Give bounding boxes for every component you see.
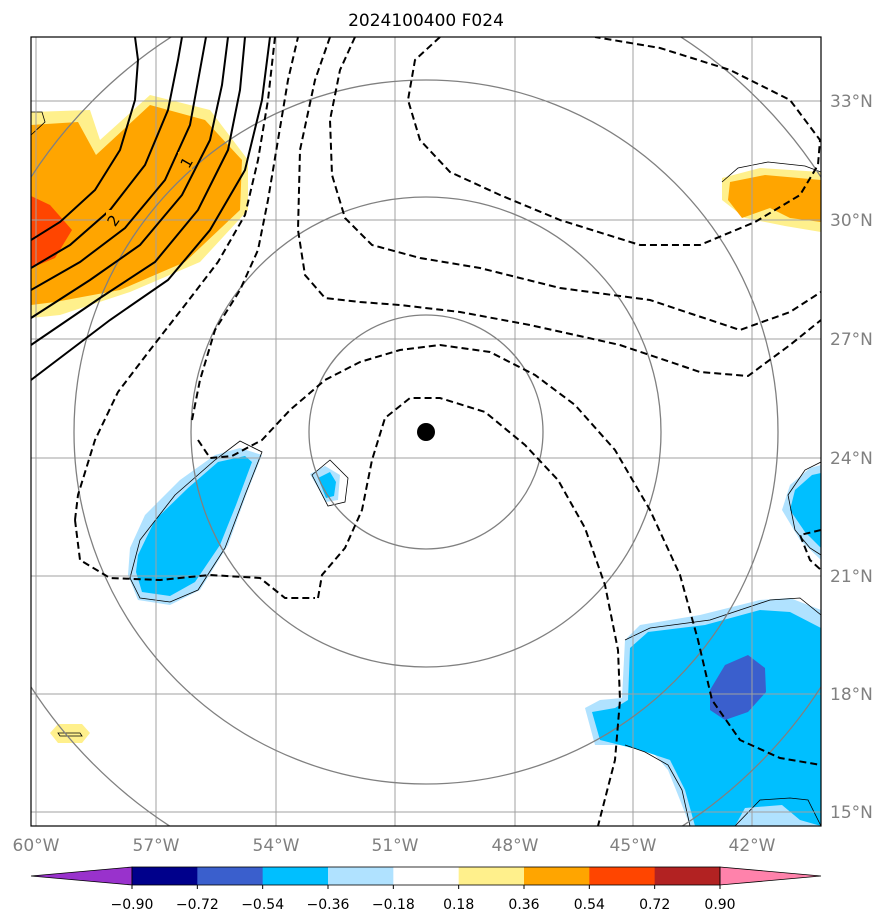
dashed-contour-5 <box>296 37 821 378</box>
colorbar-segment <box>654 867 721 885</box>
thin-contours <box>31 111 821 826</box>
fill-cyan-small <box>318 472 336 498</box>
thin-contour-e <box>787 461 821 556</box>
colorbar-tick-label: −0.36 <box>307 897 350 913</box>
lat-label-24n: 24°N <box>830 449 873 469</box>
lat-label-15n: 15°N <box>830 803 873 823</box>
colorbar-tick-label: −0.54 <box>241 897 284 913</box>
solid-contour-5 <box>31 37 246 346</box>
colorbar-tick-label: −0.72 <box>176 897 219 913</box>
lon-label-51w: 51°W <box>372 836 419 856</box>
dashed-contour-4 <box>191 37 299 421</box>
colorbar-segment <box>132 867 198 885</box>
lat-label-30n: 30°N <box>830 211 873 231</box>
storm-center-marker <box>417 423 435 441</box>
lon-label-48w: 48°W <box>492 836 539 856</box>
thin-contour-small <box>311 459 349 507</box>
solid-contours <box>31 37 271 381</box>
solid-contour-4 <box>31 37 229 319</box>
colorbar-tick-label: −0.90 <box>111 897 154 913</box>
lon-axis-labels: 60°W 57°W 54°W 51°W 48°W 45°W 42°W <box>13 836 776 856</box>
fill-cyan-se <box>592 610 821 826</box>
range-circle-2 <box>190 196 662 668</box>
lat-label-27n: 27°N <box>830 330 873 350</box>
colorbar-segment <box>589 867 656 885</box>
dashed-contour-3b <box>74 519 315 599</box>
dashed-contour-7 <box>406 37 821 246</box>
colorbar: −0.90 −0.72 −0.54 −0.36 −0.18 0.18 0.36 0.54 0.7… <box>30 866 822 913</box>
colorbar-extend-max <box>719 866 822 886</box>
dashed-contour-3 <box>74 37 276 521</box>
lat-label-21n: 21°N <box>830 567 873 587</box>
colorbar-tick-label: 0.18 <box>443 897 474 913</box>
map-frame <box>30 36 822 827</box>
thin-contour-small-sw <box>57 732 83 737</box>
dashed-contours <box>74 37 821 826</box>
lat-label-18n: 18°N <box>830 685 873 705</box>
fill-cyan-e <box>790 473 821 548</box>
contour-label-group: 1 2 <box>104 152 197 230</box>
colorbar-tick-label: 0.90 <box>704 897 735 913</box>
plot-title: 2024100400 F024 <box>348 11 504 31</box>
map-area: 1 2 <box>31 37 821 826</box>
lat-label-33n: 33°N <box>830 92 873 112</box>
colorbar-segment <box>197 867 264 885</box>
thin-contour-w <box>129 440 263 603</box>
lon-label-60w: 60°W <box>13 836 60 856</box>
fill-red-nw <box>31 196 72 268</box>
colorbar-segment <box>262 867 329 885</box>
thin-contour-ne <box>721 161 821 183</box>
colorbar-tick-label: 0.72 <box>639 897 670 913</box>
fill-orange-ne <box>728 175 821 222</box>
colorbar-tick-label: −0.18 <box>372 897 415 913</box>
colorbar-frame <box>131 866 721 886</box>
lat-axis-labels: 33°N 30°N 27°N 24°N 21°N 18°N 15°N <box>830 92 873 823</box>
lon-label-42w: 42°W <box>729 836 776 856</box>
solid-contour-1 <box>31 37 140 241</box>
colorbar-extend-min <box>30 866 133 886</box>
fill-cyan-w <box>136 456 252 596</box>
range-circle-3 <box>73 79 779 785</box>
solid-contour-2 <box>31 37 183 269</box>
fill-light-yellow-small <box>50 724 90 743</box>
lon-label-54w: 54°W <box>253 836 300 856</box>
range-circle-1 <box>308 314 544 550</box>
solid-contour-6 <box>31 37 271 381</box>
colorbar-segment <box>458 867 525 885</box>
colorbar-segment <box>328 867 394 885</box>
colorbar-segment <box>524 867 590 885</box>
colorbar-tick-label: 0.36 <box>508 897 539 913</box>
lon-label-45w: 45°W <box>610 836 657 856</box>
solid-contour-3 <box>31 37 207 291</box>
lon-label-57w: 57°W <box>133 836 180 856</box>
colorbar-tick-label: 0.54 <box>574 897 605 913</box>
range-circles <box>31 37 821 826</box>
dashed-contour-6 <box>328 37 821 332</box>
colorbar-segment <box>393 867 460 885</box>
dashed-contour-8 <box>798 529 821 571</box>
